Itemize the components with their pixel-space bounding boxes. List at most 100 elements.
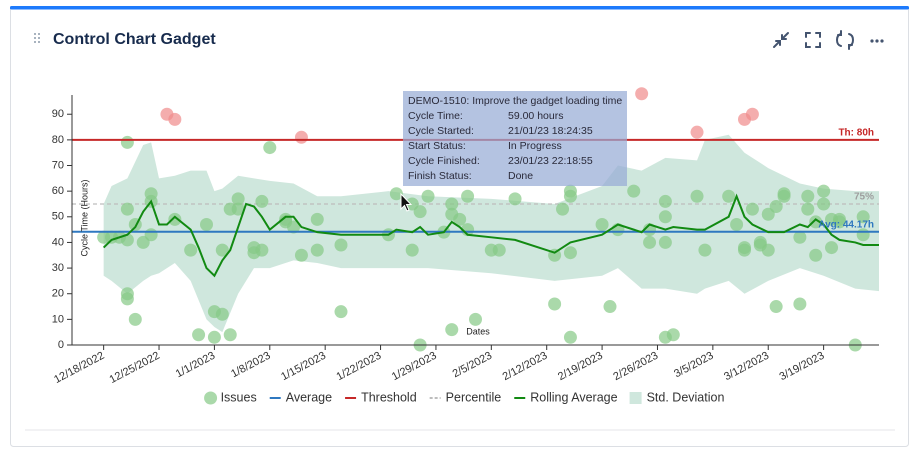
rolling-average-line <box>102 193 879 278</box>
issue-point <box>738 243 751 257</box>
tooltip-value: Done <box>508 170 533 182</box>
issue-point <box>563 330 577 344</box>
issue-point <box>192 328 206 342</box>
issue-point <box>120 135 134 149</box>
issue-point <box>445 323 459 337</box>
issue-point <box>698 243 712 257</box>
issue-point <box>690 189 704 203</box>
tooltip-title: DEMO-1510: Improve the gadget loading ti… <box>408 95 622 107</box>
issue-point <box>817 197 831 211</box>
y-tick-label: 80 <box>52 134 64 146</box>
issue-point <box>215 243 229 257</box>
legend-item[interactable]: Std. Deviation <box>629 390 725 404</box>
issue-point <box>722 189 736 203</box>
issue-point <box>255 194 269 208</box>
issue-point <box>144 228 158 242</box>
issue-point <box>595 217 609 231</box>
issue-point <box>120 292 134 306</box>
issue-point <box>817 184 831 198</box>
issue-point <box>231 202 245 216</box>
fullscreen-button[interactable] <box>805 32 821 48</box>
issue-point <box>658 194 672 208</box>
y-axis-title: Cycle Time (Hours) <box>79 179 89 256</box>
issue-point <box>769 200 783 214</box>
issue-point <box>120 202 134 216</box>
legend-item[interactable]: Percentile <box>429 390 502 404</box>
issue-point <box>777 189 791 203</box>
legend-item[interactable]: Rolling Average <box>514 390 618 404</box>
more-button[interactable] <box>870 39 884 43</box>
legend-label: Average <box>286 390 332 404</box>
issue-point <box>445 197 459 211</box>
issue-point <box>231 192 245 206</box>
legend: Issues Average Threshold Percentile Rolling … <box>204 390 725 405</box>
drag-handle[interactable] <box>34 33 40 43</box>
tooltip-value: 21/01/23 18:24:35 <box>508 125 593 137</box>
tooltip-value: 59.00 hours <box>508 110 563 122</box>
issue-point <box>294 130 308 144</box>
tooltip-key: Cycle Time: <box>408 110 463 122</box>
issue-point <box>168 212 182 226</box>
issue-point <box>643 235 657 249</box>
issue-point <box>563 246 577 260</box>
issue-point <box>215 307 229 321</box>
issue-point <box>200 217 213 231</box>
mouse-cursor <box>400 192 413 212</box>
legend-item[interactable]: Threshold <box>345 390 417 404</box>
issue-point <box>658 235 672 249</box>
legend-marker <box>204 391 218 405</box>
issue-point <box>563 184 577 198</box>
issue-point <box>690 125 704 139</box>
issue-point <box>809 215 823 229</box>
y-tick-label: 60 <box>52 185 64 197</box>
legend-label: Threshold <box>361 390 417 404</box>
issue-point <box>745 107 759 121</box>
minimize-button[interactable] <box>773 32 789 48</box>
tooltip-value: In Progress <box>508 140 562 152</box>
issue-point <box>556 202 570 216</box>
reference-line-label: Th: 80h <box>838 128 874 139</box>
legend-item[interactable]: Average <box>269 390 332 404</box>
legend-label: Percentile <box>446 390 502 404</box>
issue-point <box>310 243 324 257</box>
issue-point <box>461 189 475 203</box>
tooltip-key: Start Status: <box>408 140 466 152</box>
x-axis-title: Dates <box>466 326 490 336</box>
issue-point <box>761 243 775 257</box>
issue-point <box>421 189 435 203</box>
legend-item[interactable]: Issues <box>204 390 257 405</box>
tooltip-key: Finish Status: <box>408 170 472 182</box>
legend-label: Rolling Average <box>530 390 617 404</box>
issue-point <box>184 243 198 257</box>
issue-point <box>801 189 815 203</box>
issue-point <box>294 248 308 262</box>
issue-point <box>809 248 823 262</box>
y-tick-label: 0 <box>58 339 64 351</box>
y-tick-label: 50 <box>52 211 64 223</box>
issue-point <box>334 305 348 319</box>
y-tick-label: 40 <box>52 236 64 248</box>
issue-point <box>793 297 807 311</box>
y-tick-label: 30 <box>52 262 64 274</box>
legend-label: Std. Deviation <box>647 390 725 404</box>
reference-line-label: Avg: 44.17h <box>818 219 874 230</box>
y-tick-label: 90 <box>52 108 64 120</box>
card-top-bar <box>10 6 909 10</box>
issue-point <box>334 238 348 252</box>
issue-point <box>769 300 783 314</box>
tooltip-key: Cycle Finished: <box>408 155 480 167</box>
tooltip: DEMO-1510: Improve the gadget loading ti… <box>403 91 627 186</box>
issue-point <box>310 212 324 226</box>
refresh-button[interactable] <box>835 30 855 50</box>
y-tick-label: 10 <box>52 313 64 325</box>
issue-point <box>207 330 221 344</box>
issue-point <box>801 202 815 216</box>
issue-point <box>223 328 237 342</box>
issue-point <box>168 112 182 126</box>
issue-point <box>635 87 649 101</box>
y-tick-label: 20 <box>52 288 64 300</box>
std-deviation-band <box>103 134 880 333</box>
issue-point <box>453 212 467 226</box>
